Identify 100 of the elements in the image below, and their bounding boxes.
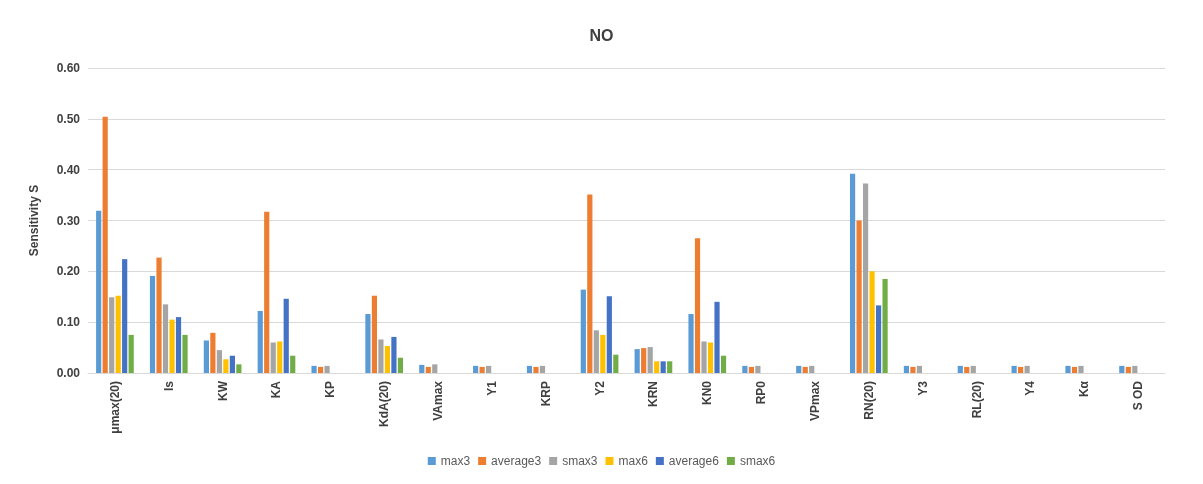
x-tick-label: KA	[269, 380, 284, 399]
bar	[748, 366, 754, 373]
bar	[169, 319, 175, 373]
bar	[660, 361, 666, 373]
bar	[96, 210, 102, 373]
bar	[128, 334, 134, 373]
bar	[916, 365, 923, 373]
bar	[1078, 365, 1084, 373]
bar	[654, 361, 660, 373]
x-tick-label: KRP	[538, 381, 553, 407]
bar	[957, 365, 963, 373]
bar	[324, 365, 330, 373]
bar	[809, 365, 815, 373]
legend-label: average6	[668, 454, 720, 468]
y-tick-label: 0.40	[56, 162, 81, 177]
bar	[869, 271, 875, 373]
bar	[149, 275, 156, 373]
bar	[365, 314, 371, 373]
bar	[419, 364, 425, 373]
bar	[203, 340, 209, 373]
bar	[264, 211, 270, 373]
bar	[539, 365, 546, 373]
bar	[970, 365, 976, 373]
bar	[162, 304, 169, 373]
bar	[1125, 366, 1131, 373]
bar	[182, 334, 188, 373]
bar	[384, 346, 391, 373]
bar	[613, 354, 619, 373]
bar	[755, 365, 761, 373]
y-tick-label: 0.20	[56, 264, 81, 279]
bar	[156, 257, 162, 373]
bar	[720, 355, 727, 373]
bar	[216, 350, 222, 373]
x-tick-label: Kα	[1077, 380, 1092, 398]
x-tick-label: KdA(20)	[377, 381, 392, 428]
x-tick-label: KN0	[700, 380, 715, 406]
bar	[270, 342, 276, 373]
x-tick-label: Y1	[484, 380, 499, 396]
bar	[210, 332, 216, 373]
bar	[1065, 365, 1071, 373]
bar	[714, 301, 720, 373]
bar	[606, 296, 612, 373]
bar	[742, 365, 748, 373]
bar	[593, 330, 599, 373]
bar	[432, 364, 438, 373]
bar	[701, 341, 707, 373]
bar	[391, 336, 397, 373]
bar	[600, 334, 606, 373]
x-tick-label: KW	[215, 380, 230, 401]
bar	[175, 317, 182, 373]
y-tick-label: 0.10	[56, 315, 81, 330]
x-tick-label: μmax(20)	[107, 381, 122, 434]
bar	[277, 341, 283, 373]
bar	[236, 364, 242, 373]
y-tick-label: 0.30	[56, 213, 81, 228]
bar	[486, 365, 492, 373]
bar	[1018, 366, 1024, 373]
bar	[290, 355, 296, 373]
bar	[856, 220, 862, 373]
bar	[580, 289, 586, 373]
legend-label: average3	[491, 454, 542, 468]
bar	[223, 359, 229, 373]
x-tick-label: KP	[323, 381, 338, 398]
bar	[317, 366, 324, 373]
x-tick-label: S OD	[1131, 380, 1146, 411]
bar	[1071, 366, 1078, 373]
x-tick-label: VAmax	[431, 380, 446, 421]
bar	[397, 357, 404, 373]
y-tick-label: 0.00	[56, 366, 81, 380]
bar	[882, 278, 888, 373]
x-tick-label: Y2	[592, 380, 607, 396]
chart-title: NO	[589, 26, 614, 44]
bar	[229, 355, 235, 373]
bar	[1011, 365, 1017, 373]
x-tick-label: RP0	[754, 380, 769, 405]
bar	[425, 366, 431, 373]
bar	[115, 295, 121, 373]
bar	[903, 365, 910, 373]
bar	[533, 366, 539, 373]
bar	[311, 365, 317, 373]
bar	[796, 365, 802, 373]
bar	[587, 194, 593, 373]
x-tick-label: VPmax	[807, 380, 822, 422]
bar	[109, 297, 115, 373]
y-axis-title: Sensitivity S	[27, 184, 41, 257]
legend-label: smax6	[739, 454, 776, 468]
x-tick-label: Is	[161, 380, 176, 392]
x-tick-label: Y3	[915, 380, 930, 396]
bar	[688, 314, 694, 373]
bar	[371, 295, 378, 373]
bar	[707, 342, 714, 373]
x-tick-label: RL(20)	[969, 381, 984, 419]
bar	[257, 310, 263, 373]
bar	[647, 347, 653, 373]
legend-label: smax3	[562, 454, 598, 468]
bar	[694, 238, 701, 373]
bar	[283, 298, 289, 373]
x-tick-label: Y4	[1023, 380, 1038, 396]
bar	[378, 339, 384, 373]
bar	[1132, 365, 1138, 373]
